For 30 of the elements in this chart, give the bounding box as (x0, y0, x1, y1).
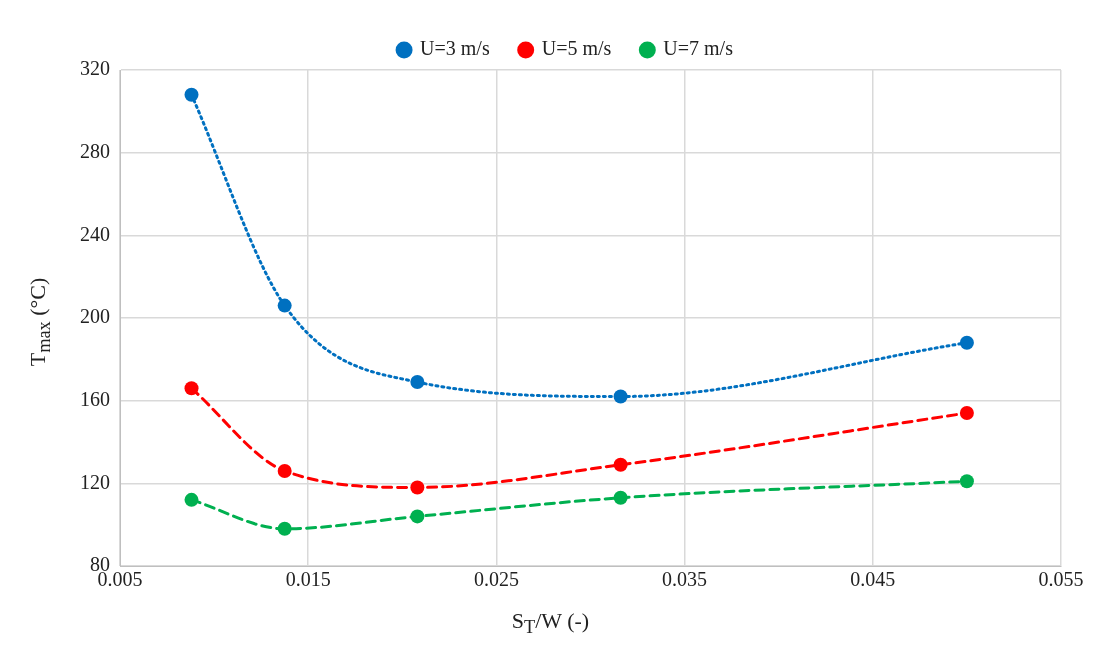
point (613, 490, 628, 505)
x-tick-label: 0.015 (285, 568, 331, 591)
point (959, 474, 974, 489)
y-tick-label: 120 (80, 470, 110, 493)
y-tick-label: 200 (80, 305, 110, 328)
point (410, 509, 425, 524)
point (613, 389, 628, 404)
x-tick-label: 0.025 (473, 568, 519, 591)
y-tick-label: 160 (80, 387, 110, 410)
point (184, 381, 199, 396)
point (184, 87, 199, 102)
legend-label: U=3 m/s (420, 37, 490, 60)
x-axis-title: S$_{T}$/W (-) (510, 608, 591, 639)
point (184, 492, 199, 507)
x-tick-label: 0.045 (850, 568, 896, 591)
point (410, 375, 425, 390)
point (277, 521, 292, 536)
point (613, 457, 628, 472)
y-tick-label: 240 (80, 222, 110, 245)
point (277, 298, 292, 313)
point (959, 335, 974, 350)
point (410, 480, 425, 495)
point (959, 406, 974, 421)
y-tick-label: 280 (80, 139, 110, 162)
point (277, 463, 292, 478)
x-tick-label: 0.055 (1038, 568, 1084, 591)
legend-label: U=5 m/s (541, 37, 612, 60)
y-tick-label: 320 (80, 57, 110, 80)
x-tick-label: 0.035 (662, 568, 708, 591)
legend-label: U=7 m/s (663, 37, 734, 60)
